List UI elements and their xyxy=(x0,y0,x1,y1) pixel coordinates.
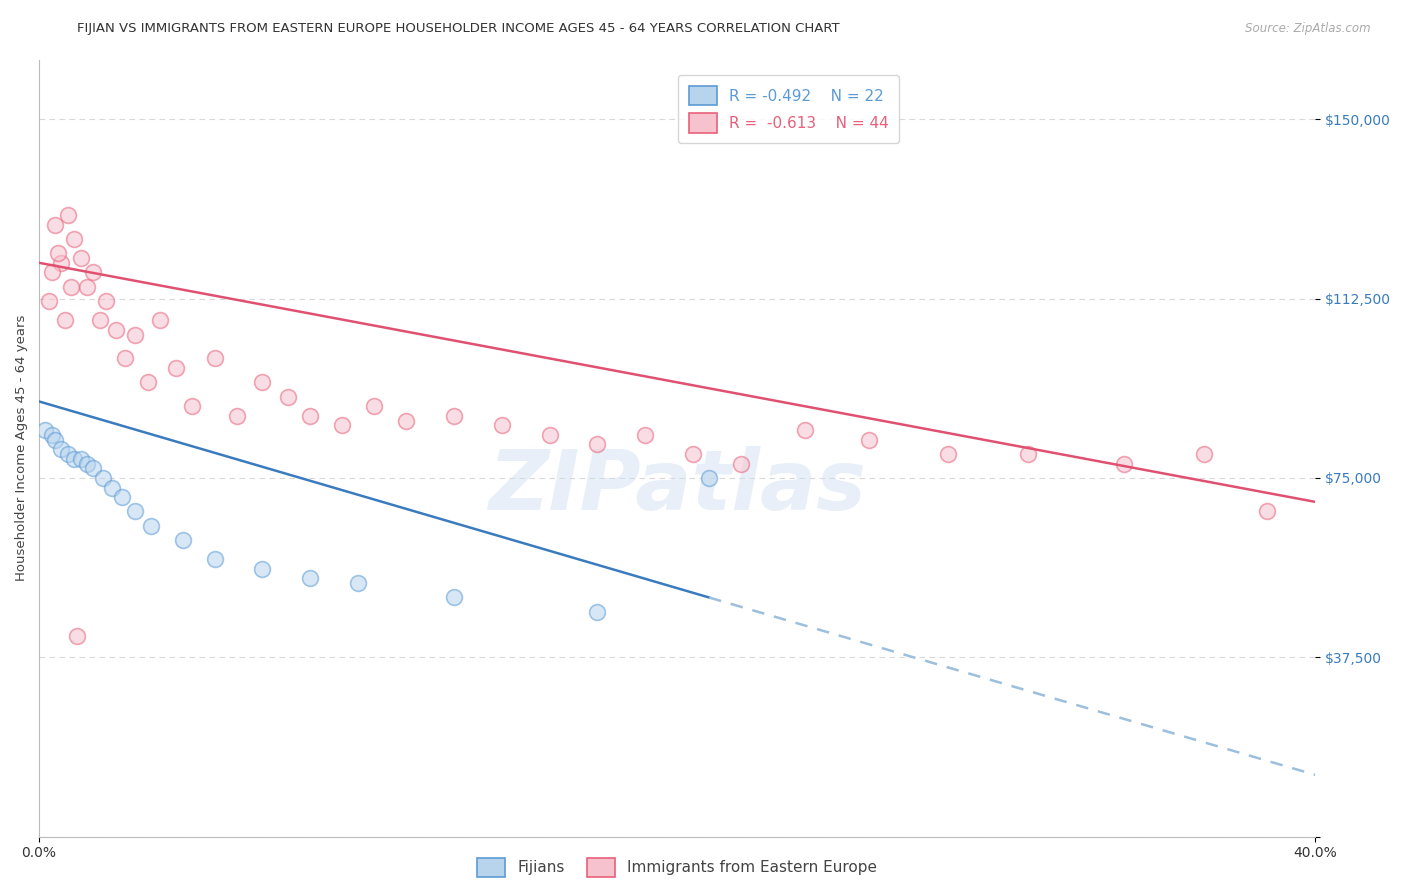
Point xyxy=(44,433,66,447)
Point xyxy=(586,437,609,451)
Point xyxy=(51,442,73,457)
Point xyxy=(538,428,561,442)
Point xyxy=(634,428,657,442)
Text: ZIPatlas: ZIPatlas xyxy=(488,446,866,527)
Point xyxy=(41,428,63,442)
Text: Source: ZipAtlas.com: Source: ZipAtlas.com xyxy=(1246,22,1371,36)
Point xyxy=(51,256,73,270)
Point xyxy=(204,552,226,566)
Point xyxy=(149,313,172,327)
Point xyxy=(443,409,465,423)
Point xyxy=(46,246,69,260)
Point xyxy=(82,265,104,279)
Point xyxy=(44,218,66,232)
Point xyxy=(89,313,111,327)
Point xyxy=(443,591,465,605)
Point xyxy=(38,294,60,309)
Point xyxy=(330,418,353,433)
Point xyxy=(363,399,385,413)
Point xyxy=(56,208,79,222)
Point xyxy=(91,471,114,485)
Point xyxy=(63,451,86,466)
Point xyxy=(101,481,124,495)
Point xyxy=(124,327,146,342)
Point xyxy=(139,518,162,533)
Point xyxy=(730,457,752,471)
Point xyxy=(76,457,98,471)
Point xyxy=(66,629,89,643)
Point xyxy=(299,571,322,585)
Point xyxy=(94,294,117,309)
Point xyxy=(1017,447,1039,461)
Point xyxy=(586,605,609,619)
Point xyxy=(938,447,960,461)
Point xyxy=(252,376,274,390)
Point xyxy=(252,562,274,576)
Point xyxy=(299,409,322,423)
Point xyxy=(34,423,56,437)
Point xyxy=(111,490,134,504)
Point xyxy=(226,409,249,423)
Point xyxy=(172,533,194,548)
Point xyxy=(697,471,720,485)
Point xyxy=(682,447,704,461)
Point xyxy=(136,376,159,390)
Point xyxy=(1112,457,1135,471)
Point xyxy=(124,504,146,518)
Point xyxy=(41,265,63,279)
Point xyxy=(1256,504,1278,518)
Point xyxy=(793,423,815,437)
Text: FIJIAN VS IMMIGRANTS FROM EASTERN EUROPE HOUSEHOLDER INCOME AGES 45 - 64 YEARS C: FIJIAN VS IMMIGRANTS FROM EASTERN EUROPE… xyxy=(77,22,839,36)
Point xyxy=(181,399,204,413)
Point xyxy=(1192,447,1215,461)
Point xyxy=(491,418,513,433)
Point xyxy=(347,576,370,591)
Point xyxy=(60,279,83,293)
Point xyxy=(53,313,76,327)
Point xyxy=(63,232,86,246)
Point xyxy=(82,461,104,475)
Point xyxy=(114,351,136,366)
Point xyxy=(165,361,187,376)
Point xyxy=(104,323,127,337)
Point xyxy=(858,433,880,447)
Point xyxy=(277,390,299,404)
Point xyxy=(56,447,79,461)
Legend: Fijians, Immigrants from Eastern Europe: Fijians, Immigrants from Eastern Europe xyxy=(471,852,883,883)
Point xyxy=(76,279,98,293)
Point xyxy=(69,451,91,466)
Point xyxy=(204,351,226,366)
Y-axis label: Householder Income Ages 45 - 64 years: Householder Income Ages 45 - 64 years xyxy=(15,315,28,582)
Point xyxy=(395,414,418,428)
Point xyxy=(69,251,91,265)
